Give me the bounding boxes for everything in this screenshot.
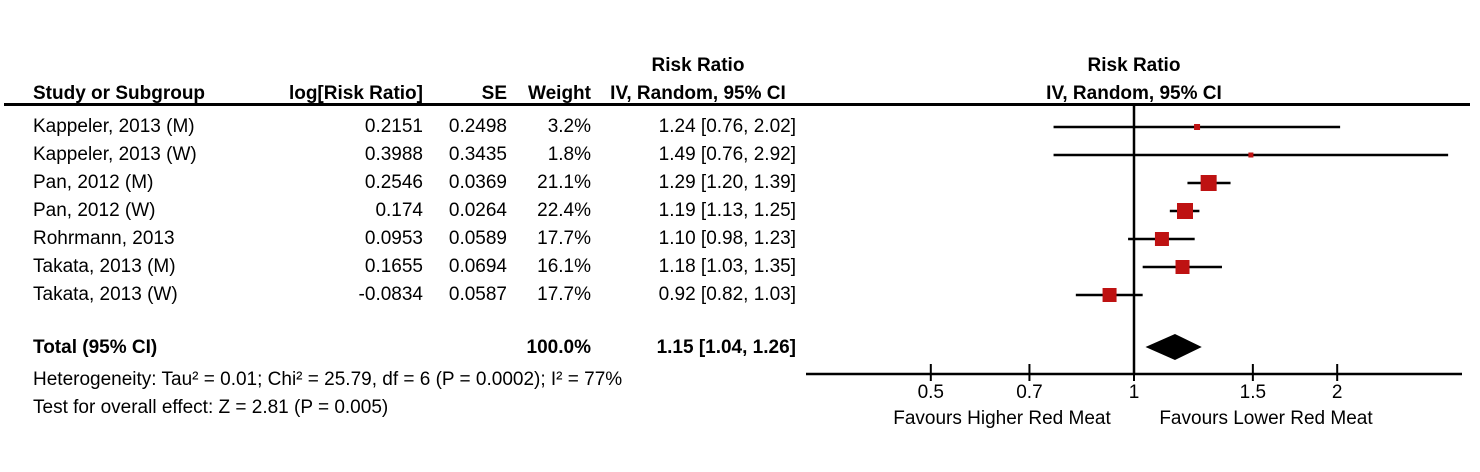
log-risk-ratio-value: -0.0834 [358,284,423,305]
log-risk-ratio-value: 0.2151 [364,116,423,137]
effect-square [1194,124,1201,130]
effect-square [1176,203,1193,219]
axis-tick-label: 1 [1128,382,1140,403]
total-effect-ci: 1.15 [1.04, 1.26] [656,337,796,358]
effect-square [1154,232,1169,246]
se-value: 0.3435 [448,144,507,165]
overall-effect-text: Test for overall effect: Z = 2.81 (P = 0… [33,397,389,418]
axis-tick-label: 0.5 [917,382,944,403]
study-name: Pan, 2012 (M) [33,172,154,193]
pooled-diamond [1145,334,1202,360]
weight-value: 17.7% [537,284,591,305]
effect-ci-text: 0.92 [0.82, 1.03] [658,284,796,305]
log-risk-ratio-value: 0.1655 [364,256,423,277]
header-effect-model: IV, Random, 95% CI [610,83,786,104]
log-risk-ratio-value: 0.2546 [364,172,423,193]
header-weight: Weight [528,83,591,104]
plot-header-model: IV, Random, 95% CI [1046,83,1222,104]
effect-ci-text: 1.18 [1.03, 1.35] [658,256,796,277]
header-rule [4,103,1470,106]
study-name: Rohrmann, 2013 [33,228,175,249]
effect-ci-text: 1.29 [1.20, 1.39] [658,172,796,193]
study-name: Kappeler, 2013 (W) [33,144,197,165]
se-value: 0.0589 [448,228,507,249]
study-name: Takata, 2013 (W) [33,284,178,305]
study-name: Takata, 2013 (M) [33,256,176,277]
effect-ci-text: 1.10 [0.98, 1.23] [658,228,796,249]
header-study: Study or Subgroup [33,83,206,104]
weight-value: 17.7% [537,228,591,249]
study-name: Pan, 2012 (W) [33,200,156,221]
log-risk-ratio-value: 0.0953 [364,228,423,249]
effect-square [1175,260,1190,274]
header-effect-title: Risk Ratio [651,55,745,76]
effect-square [1248,152,1254,158]
log-risk-ratio-value: 0.174 [375,200,423,221]
favours-left-label: Favours Higher Red Meat [893,408,1111,429]
header-log-risk-ratio: log[Risk Ratio] [288,83,423,104]
weight-value: 16.1% [537,256,591,277]
favours-right-label: Favours Lower Red Meat [1159,408,1373,429]
total-weight: 100.0% [526,337,591,358]
axis-tick-label: 2 [1331,382,1343,403]
weight-value: 22.4% [537,200,591,221]
plot-header-title: Risk Ratio [1087,55,1181,76]
effect-ci-text: 1.49 [0.76, 2.92] [658,144,796,165]
total-label: Total (95% CI) [33,337,158,358]
study-name: Kappeler, 2013 (M) [33,116,195,137]
axis-tick-label: 0.7 [1016,382,1043,403]
header-se: SE [481,83,507,104]
heterogeneity-text: Heterogeneity: Tau² = 0.01; Chi² = 25.79… [33,369,623,390]
effect-square [1102,288,1117,302]
se-value: 0.0694 [448,256,507,277]
se-value: 0.0369 [448,172,507,193]
effect-ci-text: 1.19 [1.13, 1.25] [658,200,796,221]
se-value: 0.0264 [448,200,507,221]
se-value: 0.2498 [448,116,507,137]
weight-value: 1.8% [547,144,591,165]
effect-square [1200,175,1217,191]
log-risk-ratio-value: 0.3988 [364,144,423,165]
weight-value: 3.2% [547,116,591,137]
se-value: 0.0587 [448,284,507,305]
axis-tick-label: 1.5 [1239,382,1267,403]
effect-ci-text: 1.24 [0.76, 2.02] [658,116,796,137]
weight-value: 21.1% [537,172,591,193]
